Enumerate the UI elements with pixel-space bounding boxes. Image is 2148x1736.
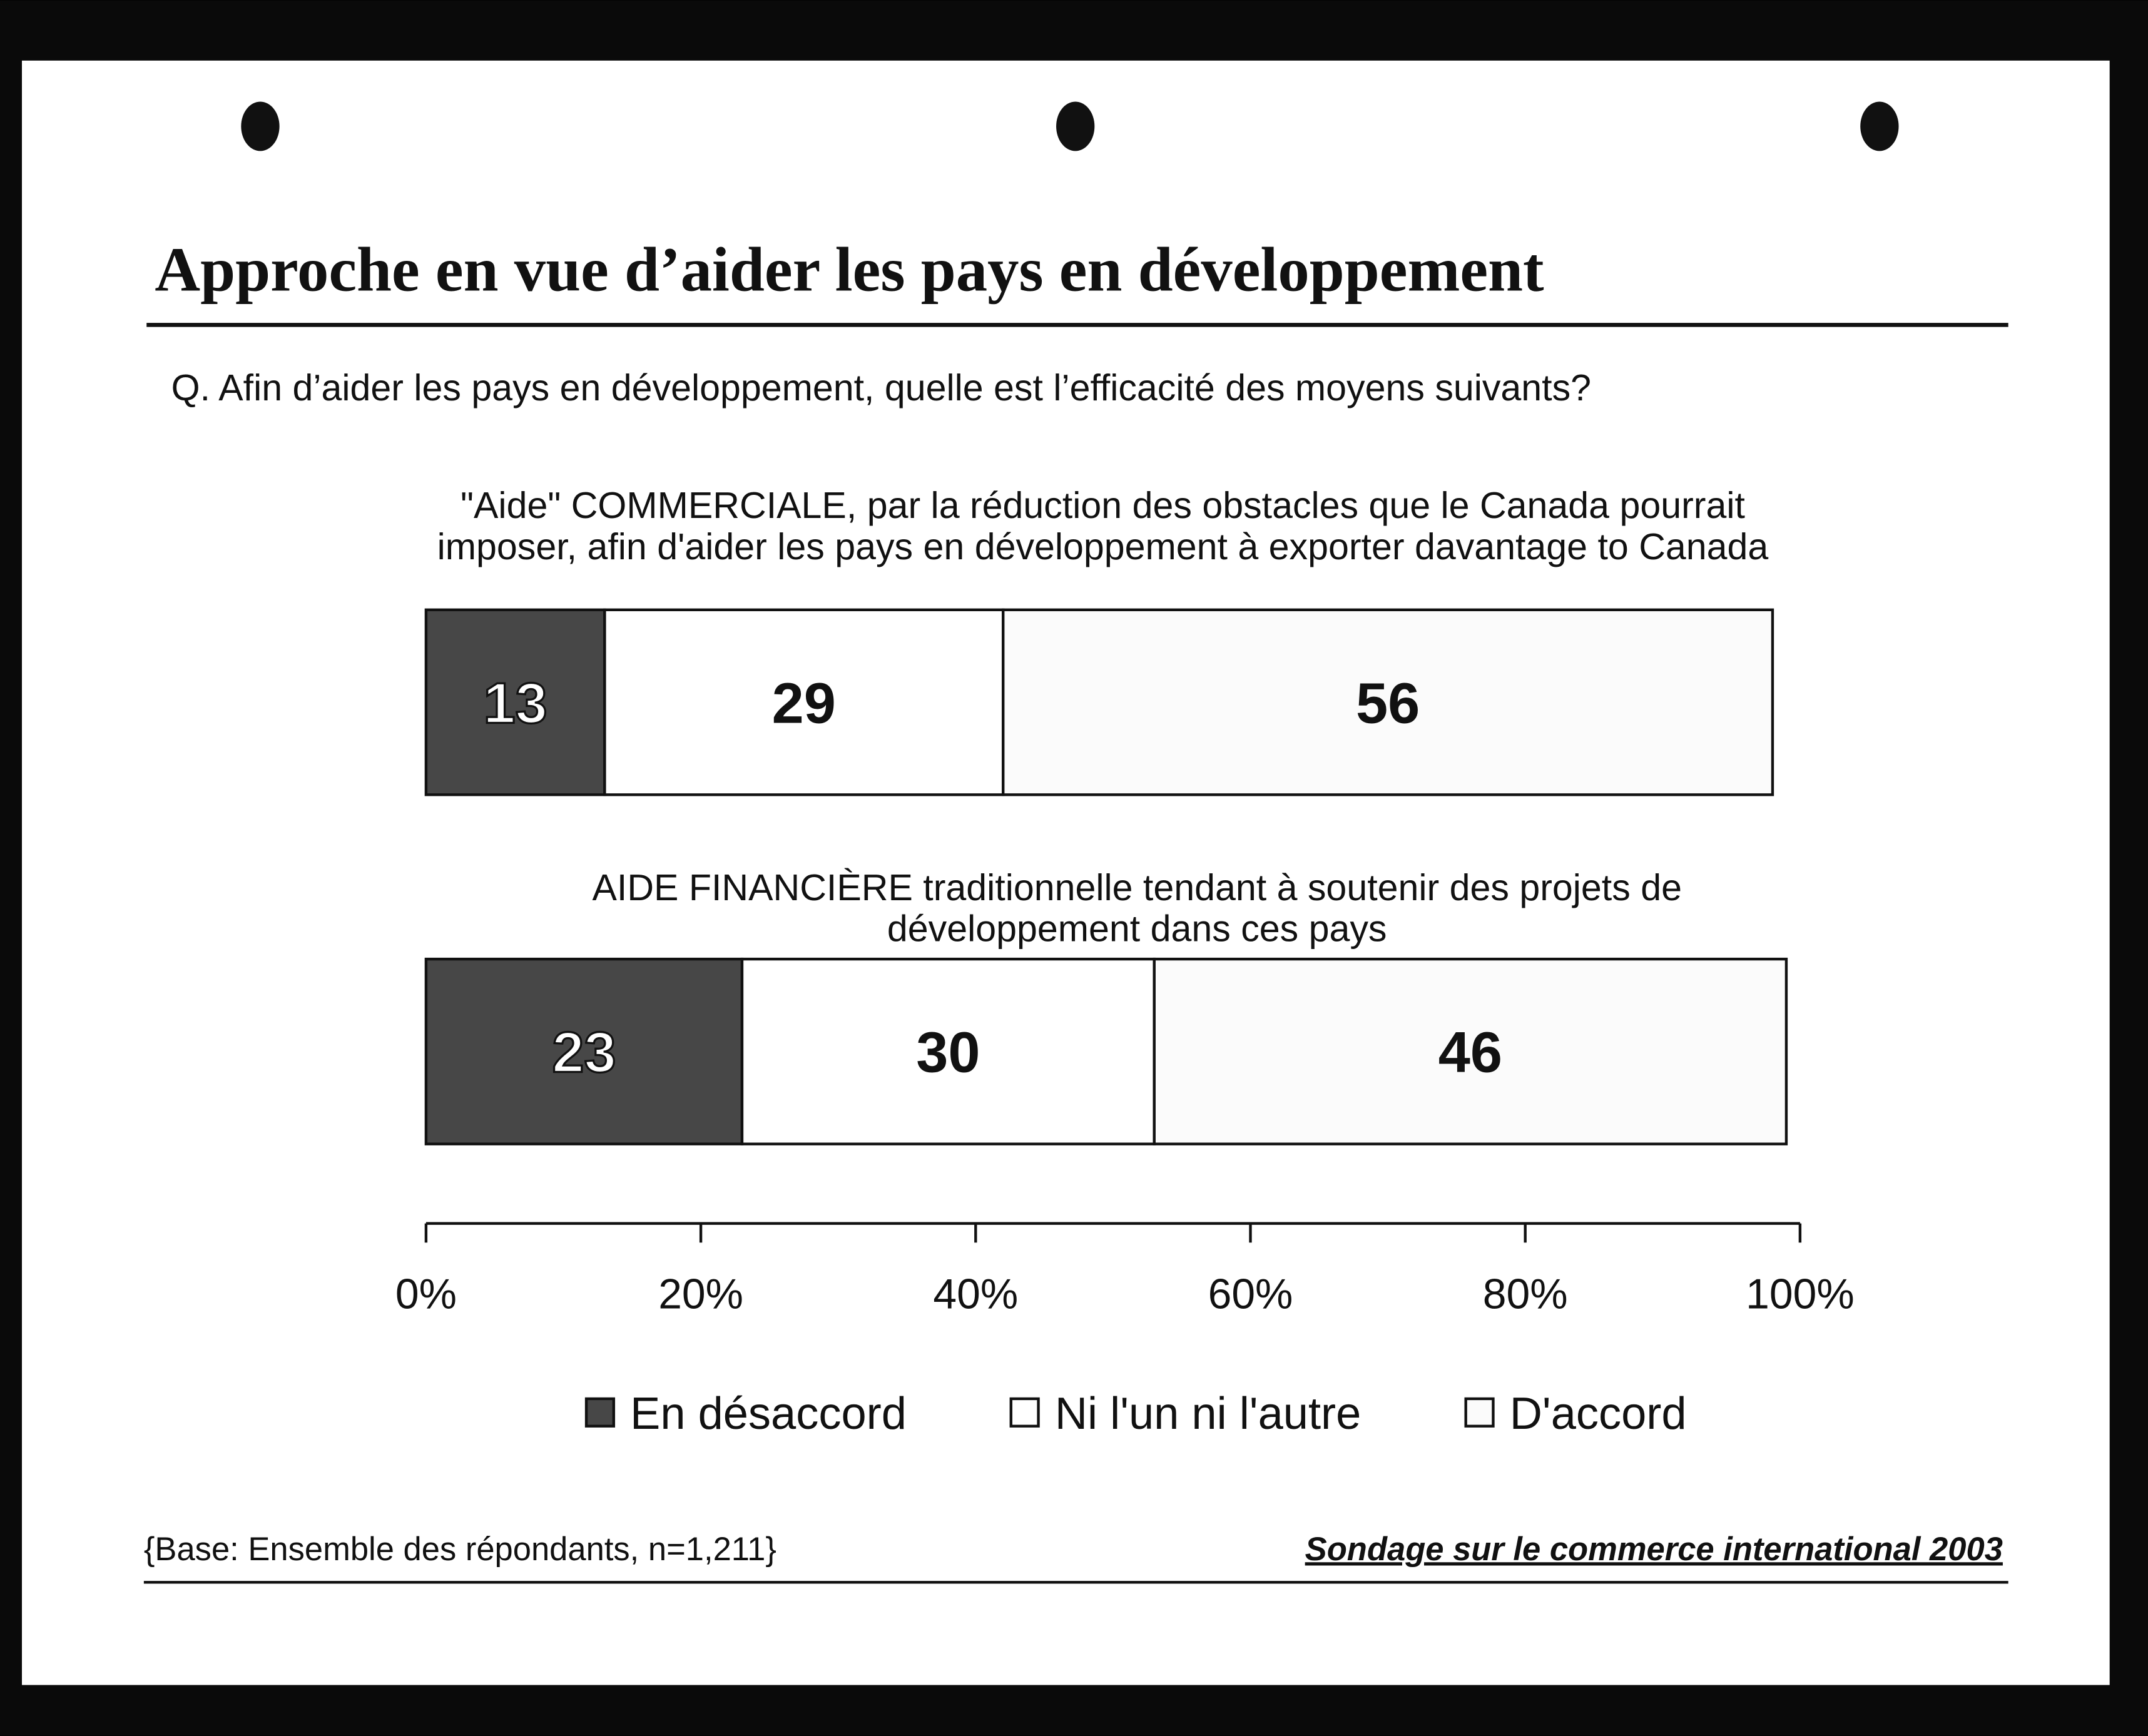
legend-label: D'accord xyxy=(1510,1389,1687,1439)
bar-segment xyxy=(1153,957,1788,1145)
chart-title: Approche en vue d’aider les pays en déve… xyxy=(155,235,1544,305)
page xyxy=(22,60,2110,1685)
punch-hole xyxy=(1056,101,1095,151)
x-tick-label: 0% xyxy=(395,1271,457,1317)
bar-segment xyxy=(424,608,606,796)
bar-segment xyxy=(1002,608,1774,796)
punch-hole xyxy=(1860,101,1899,151)
bar-segment xyxy=(603,608,1005,796)
category-label-box: AIDE FINANCIÈRE traditionnelle tendant à… xyxy=(592,867,1682,950)
category-label: AIDE FINANCIÈRE traditionnelle tendant à… xyxy=(592,867,1682,950)
source: Sondage sur le commerce international 20… xyxy=(1305,1531,2003,1568)
footnote: {Base: Ensemble des répondants, n=1,211} xyxy=(144,1531,776,1568)
x-tick-label: 60% xyxy=(1208,1271,1293,1317)
x-tick-label: 40% xyxy=(933,1271,1018,1317)
data-label: 23 xyxy=(552,1021,616,1085)
legend-label: Ni l'un ni l'autre xyxy=(1055,1389,1361,1439)
category-label-box: "Aide" COMMERCIALE, par la réduction des… xyxy=(437,485,1769,567)
punch-hole xyxy=(241,101,280,151)
x-tick-label: 20% xyxy=(658,1271,743,1317)
legend-label: En désaccord xyxy=(630,1389,907,1439)
category-label: "Aide" COMMERCIALE, par la réduction des… xyxy=(437,485,1769,567)
data-label: 46 xyxy=(1438,1021,1502,1085)
legend-swatch xyxy=(584,1397,616,1428)
data-label: 29 xyxy=(772,671,836,735)
data-label: 30 xyxy=(916,1021,980,1085)
legend-swatch xyxy=(1009,1397,1040,1428)
subtitle: Q. Afin d’aider les pays en développemen… xyxy=(171,367,1591,409)
legend-swatch xyxy=(1464,1397,1495,1428)
x-tick-label: 80% xyxy=(1483,1271,1568,1317)
data-label: 13 xyxy=(484,671,547,735)
data-label: 56 xyxy=(1356,671,1420,735)
x-tick-label: 100% xyxy=(1746,1271,1855,1317)
